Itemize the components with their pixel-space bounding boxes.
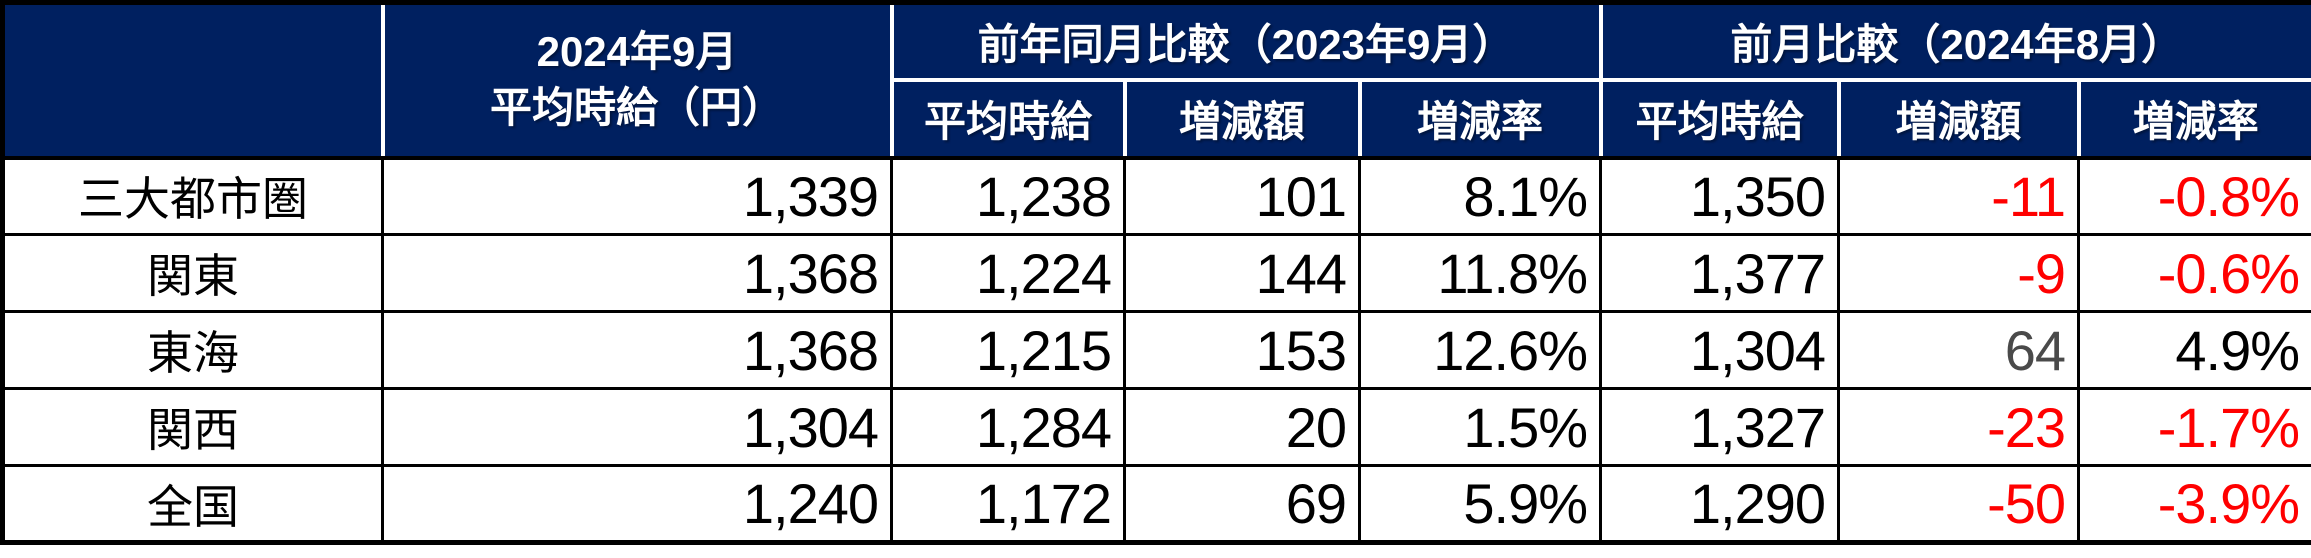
region-cell: 関西 [1, 387, 384, 467]
value-cell: 1,215 [890, 310, 1126, 390]
table-row: 関東 1,368 1,224 144 11.8% 1,377 -9 -0.6% [1, 233, 2311, 313]
region-cell: 三大都市圏 [1, 156, 384, 236]
value-cell: 1,327 [1599, 387, 1840, 467]
table-row: 東海 1,368 1,215 153 12.6% 1,304 64 4.9% [1, 310, 2311, 390]
value-cell: 144 [1123, 233, 1361, 313]
value-cell: 153 [1123, 310, 1361, 390]
value-cell: -11 [1837, 156, 2080, 236]
value-cell: 1,284 [890, 387, 1126, 467]
value-cell: -0.8% [2076, 156, 2311, 236]
value-cell: 1,240 [381, 464, 893, 544]
current-month-line1: 2024年9月 [536, 28, 738, 76]
value-cell: 1,224 [890, 233, 1126, 313]
value-cell: 101 [1123, 156, 1361, 236]
value-cell: 1,238 [890, 156, 1126, 236]
value-cell: 4.9% [2076, 310, 2311, 390]
table-row: 関西 1,304 1,284 20 1.5% 1,327 -23 -1.7% [1, 387, 2311, 467]
value-cell: 1,368 [381, 233, 893, 313]
value-cell: 1.5% [1358, 387, 1602, 467]
value-cell: 5.9% [1358, 464, 1602, 544]
value-cell: 11.8% [1358, 233, 1602, 313]
region-cell: 東海 [1, 310, 384, 390]
value-cell: 1,304 [381, 387, 893, 467]
table-body: 三大都市圏 1,339 1,238 101 8.1% 1,350 -11 -0.8% 関東 1,3… [1, 156, 2311, 544]
mom-diff-amount-header: 増減額 [1836, 77, 2081, 160]
value-cell: 69 [1123, 464, 1361, 544]
yoy-diff-rate-header: 増減率 [1357, 77, 1603, 160]
table-row: 三大都市圏 1,339 1,238 101 8.1% 1,350 -11 -0.8% [1, 156, 2311, 236]
value-cell: 1,350 [1599, 156, 1840, 236]
current-month-wage-header: 2024年9月 平均時給（円） [380, 0, 894, 160]
mom-diff-rate-header: 増減率 [2076, 77, 2311, 160]
value-cell: 20 [1123, 387, 1361, 467]
value-cell: 1,368 [381, 310, 893, 390]
yoy-group-header: 前年同月比較（2023年9月） [889, 0, 1603, 82]
value-cell: -3.9% [2076, 464, 2311, 544]
value-cell: 1,304 [1599, 310, 1840, 390]
header-sub-row: 平均時給 増減額 増減率 平均時給 増減額 増減率 [3, 77, 2311, 160]
value-cell: 1,377 [1599, 233, 1840, 313]
yoy-diff-amount-header: 増減額 [1122, 77, 1362, 160]
value-cell: -0.6% [2076, 233, 2311, 313]
table-row: 全国 1,240 1,172 69 5.9% 1,290 -50 -3.9% [1, 464, 2311, 544]
region-cell: 関東 [1, 233, 384, 313]
value-cell: 1,290 [1599, 464, 1840, 544]
wage-comparison-table: 2024年9月 平均時給（円） 前年同月比較（2023年9月） 前月比較（202… [0, 0, 2311, 545]
corner-cell [0, 0, 385, 160]
yoy-avg-wage-header: 平均時給 [889, 77, 1127, 160]
value-cell: 8.1% [1358, 156, 1602, 236]
table-header: 2024年9月 平均時給（円） 前年同月比較（2023年9月） 前月比較（202… [0, 0, 2311, 160]
mom-avg-wage-header: 平均時給 [1598, 77, 1841, 160]
value-cell: 1,172 [890, 464, 1126, 544]
mom-group-header: 前月比較（2024年8月） [1598, 0, 2311, 82]
value-cell: 64 [1837, 310, 2080, 390]
region-cell: 全国 [1, 464, 384, 544]
value-cell: 1,339 [381, 156, 893, 236]
value-cell: 12.6% [1358, 310, 1602, 390]
value-cell: -50 [1837, 464, 2080, 544]
header-group-row: 2024年9月 平均時給（円） 前年同月比較（2023年9月） 前月比較（202… [0, 0, 2311, 160]
value-cell: -9 [1837, 233, 2080, 313]
value-cell: -1.7% [2076, 387, 2311, 467]
value-cell: -23 [1837, 387, 2080, 467]
current-month-line2: 平均時給（円） [489, 84, 784, 132]
